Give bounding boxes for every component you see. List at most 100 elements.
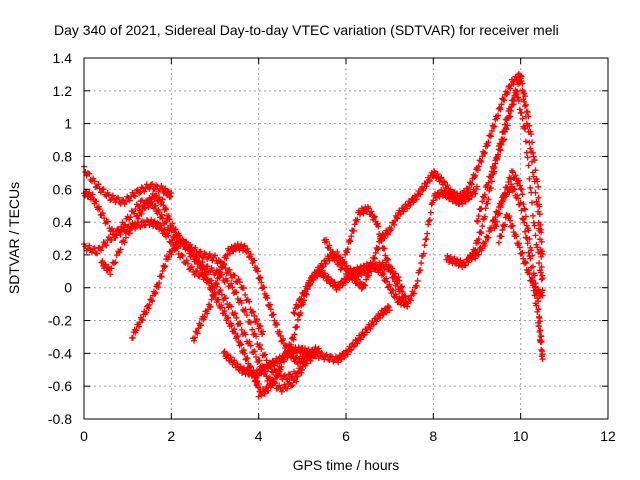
data-point — [475, 163, 482, 170]
data-point — [393, 214, 400, 221]
data-point — [132, 220, 139, 227]
data-point — [152, 202, 159, 209]
data-point — [172, 226, 179, 233]
data-point — [265, 387, 272, 394]
data-point — [148, 297, 155, 304]
y-tick-label-0.8: 0.8 — [53, 148, 73, 164]
data-point — [198, 322, 205, 329]
data-point — [208, 283, 215, 290]
data-point — [96, 206, 103, 213]
data-point — [132, 225, 139, 232]
x-tick-label-6: 6 — [342, 428, 350, 444]
data-point — [384, 230, 391, 237]
data-point — [365, 272, 372, 279]
data-point — [417, 267, 424, 274]
data-point — [459, 194, 466, 201]
data-point — [515, 178, 522, 185]
data-point — [529, 276, 536, 283]
series-sat-track-7 — [220, 303, 393, 379]
data-point — [210, 293, 217, 300]
data-point — [284, 376, 291, 383]
data-point — [530, 153, 537, 160]
data-point — [518, 207, 525, 214]
data-point — [485, 234, 492, 241]
data-point — [398, 287, 405, 294]
data-point — [475, 251, 482, 258]
data-point — [388, 225, 395, 232]
data-point — [394, 215, 401, 222]
y-axis-label: SDTVAR / TECUs — [6, 182, 22, 294]
data-point — [146, 301, 153, 308]
data-point — [314, 273, 321, 280]
data-point — [276, 382, 283, 389]
data-point — [160, 227, 167, 234]
data-point — [390, 287, 397, 294]
data-point — [357, 336, 364, 343]
data-point — [527, 145, 534, 152]
data-point — [477, 157, 484, 164]
data-point — [291, 310, 298, 317]
data-point — [115, 194, 122, 201]
data-point — [84, 170, 91, 177]
data-point — [318, 350, 325, 357]
data-point — [472, 172, 479, 179]
data-point — [225, 314, 232, 321]
data-point — [535, 306, 542, 313]
data-point — [482, 238, 489, 245]
data-point — [525, 162, 532, 169]
data-point — [165, 213, 172, 220]
data-point — [516, 244, 523, 251]
data-point — [518, 186, 525, 193]
data-point — [491, 164, 498, 171]
data-point — [477, 206, 484, 213]
data-point — [129, 335, 136, 342]
data-point — [528, 148, 535, 155]
data-point — [526, 139, 533, 146]
data-point — [523, 235, 530, 242]
data-point — [488, 127, 495, 134]
data-point — [138, 316, 145, 323]
data-point — [404, 303, 411, 310]
data-point — [394, 280, 401, 287]
data-point — [189, 247, 196, 254]
data-point — [379, 310, 386, 317]
data-point — [478, 205, 485, 212]
data-point — [371, 213, 378, 220]
data-point — [524, 122, 531, 129]
data-point — [474, 183, 480, 190]
data-point — [531, 222, 538, 229]
data-point — [534, 201, 541, 208]
data-point — [507, 113, 514, 120]
data-point — [206, 250, 213, 257]
data-point — [86, 170, 93, 177]
data-point — [322, 260, 329, 267]
data-point — [322, 270, 329, 277]
data-point — [103, 242, 110, 249]
data-point — [233, 289, 240, 296]
data-point — [249, 326, 256, 333]
data-point — [192, 253, 199, 260]
data-point — [525, 249, 532, 256]
data-point — [191, 337, 198, 344]
x-tick-label-12: 12 — [600, 428, 616, 444]
data-point — [149, 181, 156, 188]
data-point — [168, 251, 175, 258]
data-point — [465, 189, 472, 196]
data-point — [191, 334, 198, 341]
data-point — [137, 198, 144, 205]
data-point — [255, 381, 262, 388]
data-point — [425, 217, 432, 224]
series-sat-track-16 — [495, 211, 546, 300]
data-point — [208, 296, 215, 303]
data-point — [459, 200, 466, 207]
data-point — [158, 183, 165, 190]
data-point — [267, 306, 274, 313]
data-point — [347, 346, 354, 353]
data-point — [99, 258, 106, 265]
series-sat-track-14 — [474, 75, 546, 282]
data-point — [475, 236, 482, 243]
data-point — [494, 115, 501, 122]
data-point — [372, 249, 379, 256]
data-point — [383, 275, 390, 282]
data-point — [293, 373, 300, 380]
